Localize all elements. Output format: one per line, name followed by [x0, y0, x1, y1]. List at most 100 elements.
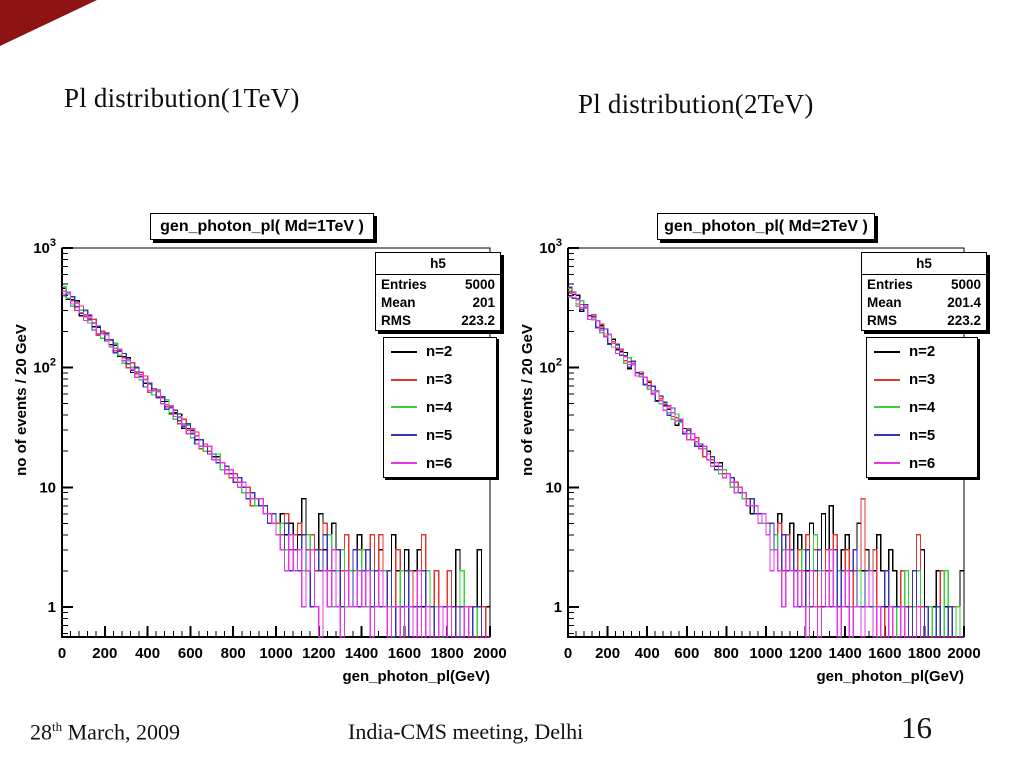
plot-title-2tev: gen_photon_pl( Md=2TeV ) [657, 213, 875, 240]
stats-rms-value: 223.2 [461, 313, 495, 329]
series-color-swatch [391, 350, 417, 353]
histogram-series-n6 [62, 290, 490, 638]
footer-meeting: India-CMS meeting, Delhi [348, 719, 584, 744]
stats-rms-value: 223.2 [947, 313, 981, 329]
series-color-swatch [874, 350, 900, 353]
heading-2tev: Pl distribution(2TeV) [578, 89, 814, 119]
x-tick-label: 600 [674, 645, 699, 662]
series-color-swatch [874, 406, 900, 409]
y-tick-label: 1 [48, 599, 56, 616]
footer-date-day: 28 [30, 719, 52, 745]
stats-mean-value: 201.4 [947, 294, 981, 310]
stats-rms-label: RMS [381, 313, 411, 329]
x-tick-label: 1200 [302, 645, 335, 662]
x-tick-label: 1200 [789, 645, 822, 662]
y-tick-label: 10 [39, 479, 56, 496]
x-tick-label: 1800 [908, 645, 941, 662]
footer-date-suffix: th [52, 719, 63, 734]
x-tick-label: 200 [92, 645, 117, 662]
legend-item-n2: n=2 [384, 343, 496, 360]
plot-title-text: gen_photon_pl( Md=1TeV ) [160, 218, 364, 235]
stats-box-1tev: h5 Entries 5000 Mean 201 RMS 223.2 [375, 252, 501, 331]
legend-item-n5: n=5 [867, 427, 977, 444]
stats-entries-label: Entries [867, 276, 913, 292]
stats-mean-row: Mean 201.4 [862, 293, 986, 311]
page-number: 16 [901, 710, 932, 745]
x-tick-label: 800 [221, 645, 246, 662]
stats-hist-name: h5 [862, 253, 986, 275]
heading-1tev: Pl distribution(1TeV) [64, 83, 300, 113]
x-tick-label: 0 [58, 645, 66, 662]
legend-label: n=4 [426, 398, 453, 416]
series-color-swatch [874, 462, 900, 465]
footer-date: 28th March, 2009 [30, 719, 180, 745]
series-color-swatch [391, 406, 417, 409]
x-tick-label: 400 [135, 645, 160, 662]
legend-label: n=3 [909, 371, 936, 389]
legend-2tev: n=2 n=3 n=4 n=5 n=6 [866, 337, 978, 478]
stats-entries-value: 5000 [464, 276, 495, 292]
stats-hist-name: h5 [376, 253, 500, 275]
legend-label: n=2 [426, 343, 453, 361]
x-tick-label: 1000 [749, 645, 782, 662]
plot-1tev: 1 10 102 103 0 200 400 600 800 1000 1200 1400 1600 18… [13, 237, 507, 685]
stats-entries-value: 5000 [950, 276, 981, 292]
y-axis-title: no of events / 20 GeV [519, 324, 536, 476]
histogram-series-n6 [568, 292, 964, 638]
legend-item-n2: n=2 [867, 343, 977, 360]
series-color-swatch [391, 462, 417, 465]
legend-item-n3: n=3 [384, 371, 496, 388]
legend-item-n5: n=5 [384, 427, 496, 444]
legend-label: n=6 [909, 454, 936, 472]
legend-label: n=5 [909, 426, 936, 444]
series-color-swatch [874, 378, 900, 381]
stats-entries-label: Entries [381, 276, 427, 292]
y-tick-label: 103 [33, 237, 56, 257]
x-tick-label: 600 [178, 645, 203, 662]
series-color-swatch [391, 434, 417, 437]
legend-item-n6: n=6 [384, 455, 496, 472]
series-color-swatch [874, 434, 900, 437]
legend-label: n=2 [909, 343, 936, 361]
x-tick-label: 1600 [388, 645, 421, 662]
plot-title-text: gen_photon_pl( Md=2TeV ) [664, 218, 868, 235]
x-axis-title: gen_photon_pl(GeV) [817, 668, 965, 685]
y-tick-label: 103 [539, 237, 562, 257]
x-tick-label: 400 [635, 645, 660, 662]
y-tick-label: 10 [545, 479, 562, 496]
legend-label: n=5 [426, 426, 453, 444]
y-tick-label: 102 [33, 357, 56, 377]
x-tick-label: 1000 [259, 645, 292, 662]
legend-item-n6: n=6 [867, 455, 977, 472]
x-tick-label: 800 [714, 645, 739, 662]
x-tick-label: 1800 [431, 645, 464, 662]
y-tick-label: 1 [554, 599, 562, 616]
legend-item-n4: n=4 [384, 399, 496, 416]
legend-item-n4: n=4 [867, 399, 977, 416]
x-axis: 0 200 400 600 800 1000 1200 1400 1600 1800 2000 [58, 626, 507, 662]
x-tick-label: 0 [564, 645, 572, 662]
stats-rms-row: RMS 223.2 [376, 312, 500, 330]
x-tick-label: 1600 [868, 645, 901, 662]
legend-label: n=3 [426, 371, 453, 389]
legend-1tev: n=2 n=3 n=4 n=5 n=6 [383, 337, 497, 478]
legend-label: n=4 [909, 398, 936, 416]
x-axis-title: gen_photon_pl(GeV) [343, 668, 491, 685]
stats-mean-label: Mean [381, 294, 416, 310]
y-axis: 1 10 102 103 [539, 237, 579, 634]
y-tick-label: 102 [539, 357, 562, 377]
stats-mean-label: Mean [867, 294, 902, 310]
legend-label: n=6 [426, 454, 453, 472]
series-color-swatch [391, 378, 417, 381]
x-axis: 0 200 400 600 800 1000 1200 1400 1600 1800 2000 [564, 626, 981, 662]
x-tick-label: 2000 [473, 645, 506, 662]
x-tick-label: 1400 [345, 645, 378, 662]
stats-mean-row: Mean 201 [376, 293, 500, 311]
stats-rms-row: RMS 223.2 [862, 312, 986, 330]
footer-date-rest: March, 2009 [62, 719, 181, 745]
stats-box-2tev: h5 Entries 5000 Mean 201.4 RMS 223.2 [861, 252, 987, 331]
stats-entries-row: Entries 5000 [376, 275, 500, 293]
x-tick-label: 2000 [947, 645, 980, 662]
plot-title-1tev: gen_photon_pl( Md=1TeV ) [150, 213, 374, 240]
